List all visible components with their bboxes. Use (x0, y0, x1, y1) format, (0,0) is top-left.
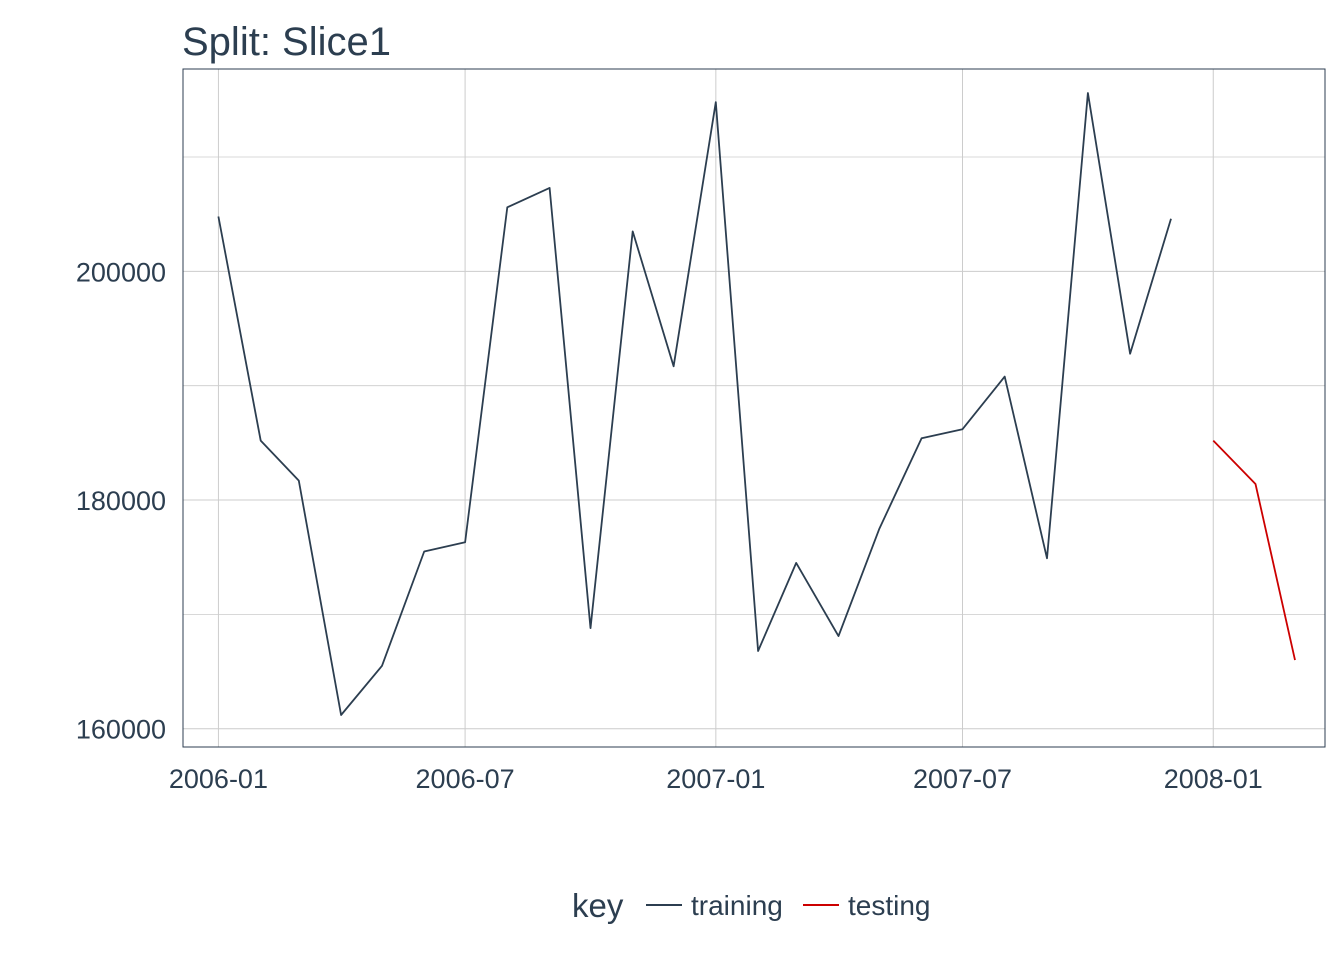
y-tick-label: 160000 (76, 715, 166, 745)
y-tick-label: 200000 (76, 257, 166, 287)
grid-lines (183, 69, 1325, 747)
x-tick-label: 2006-01 (169, 764, 268, 794)
axis-labels: 160000 180000 200000 2006-01 2006-07 2007-01 2… (76, 257, 1263, 794)
legend-title: key (572, 887, 624, 924)
x-tick-label: 2007-01 (666, 764, 765, 794)
x-tick-label: 2006-07 (416, 764, 515, 794)
y-tick-label: 180000 (76, 486, 166, 516)
chart-title: Split: Slice1 (182, 20, 391, 64)
legend-label-testing: testing (848, 890, 931, 921)
panel-border (182, 68, 1326, 748)
series-line-training (217, 92, 1172, 716)
series-line-testing (1212, 439, 1296, 661)
legend-label-training: training (691, 890, 783, 921)
series-lines (217, 92, 1296, 716)
x-tick-label: 2008-01 (1164, 764, 1263, 794)
legend: key training testing (572, 887, 931, 924)
x-tick-label: 2007-07 (913, 764, 1012, 794)
